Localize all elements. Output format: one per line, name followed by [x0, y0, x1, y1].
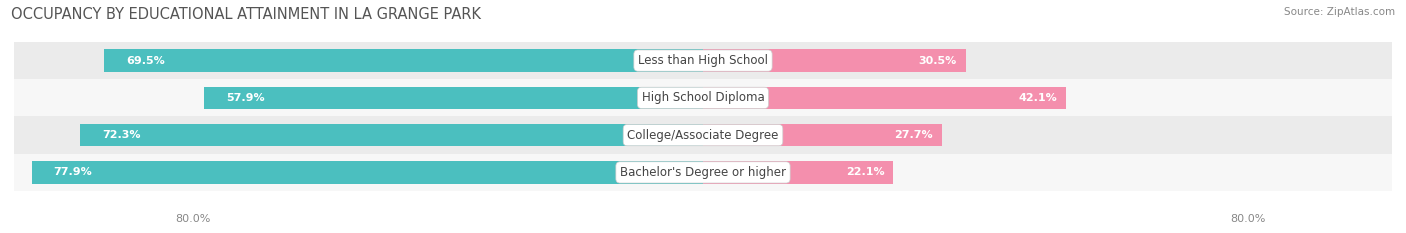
- Bar: [703, 124, 942, 146]
- Text: 27.7%: 27.7%: [894, 130, 934, 140]
- Text: Bachelor's Degree or higher: Bachelor's Degree or higher: [620, 166, 786, 179]
- Text: 72.3%: 72.3%: [101, 130, 141, 140]
- Bar: [703, 87, 1066, 109]
- Bar: [14, 42, 1392, 79]
- Bar: [80, 124, 703, 146]
- Text: 57.9%: 57.9%: [226, 93, 264, 103]
- Bar: [14, 79, 1392, 116]
- Text: 80.0%: 80.0%: [1230, 214, 1265, 224]
- Text: OCCUPANCY BY EDUCATIONAL ATTAINMENT IN LA GRANGE PARK: OCCUPANCY BY EDUCATIONAL ATTAINMENT IN L…: [11, 7, 481, 22]
- Text: 80.0%: 80.0%: [176, 214, 211, 224]
- Text: College/Associate Degree: College/Associate Degree: [627, 129, 779, 142]
- Text: 22.1%: 22.1%: [846, 168, 884, 177]
- Text: 30.5%: 30.5%: [918, 56, 957, 65]
- Text: 69.5%: 69.5%: [127, 56, 165, 65]
- Bar: [703, 161, 893, 184]
- Bar: [703, 49, 966, 72]
- Text: 42.1%: 42.1%: [1018, 93, 1057, 103]
- Bar: [104, 49, 703, 72]
- Bar: [32, 161, 703, 184]
- Text: 77.9%: 77.9%: [53, 168, 93, 177]
- Bar: [14, 154, 1392, 191]
- Bar: [14, 116, 1392, 154]
- Text: High School Diploma: High School Diploma: [641, 91, 765, 104]
- Text: Source: ZipAtlas.com: Source: ZipAtlas.com: [1284, 7, 1395, 17]
- Bar: [204, 87, 703, 109]
- Text: Less than High School: Less than High School: [638, 54, 768, 67]
